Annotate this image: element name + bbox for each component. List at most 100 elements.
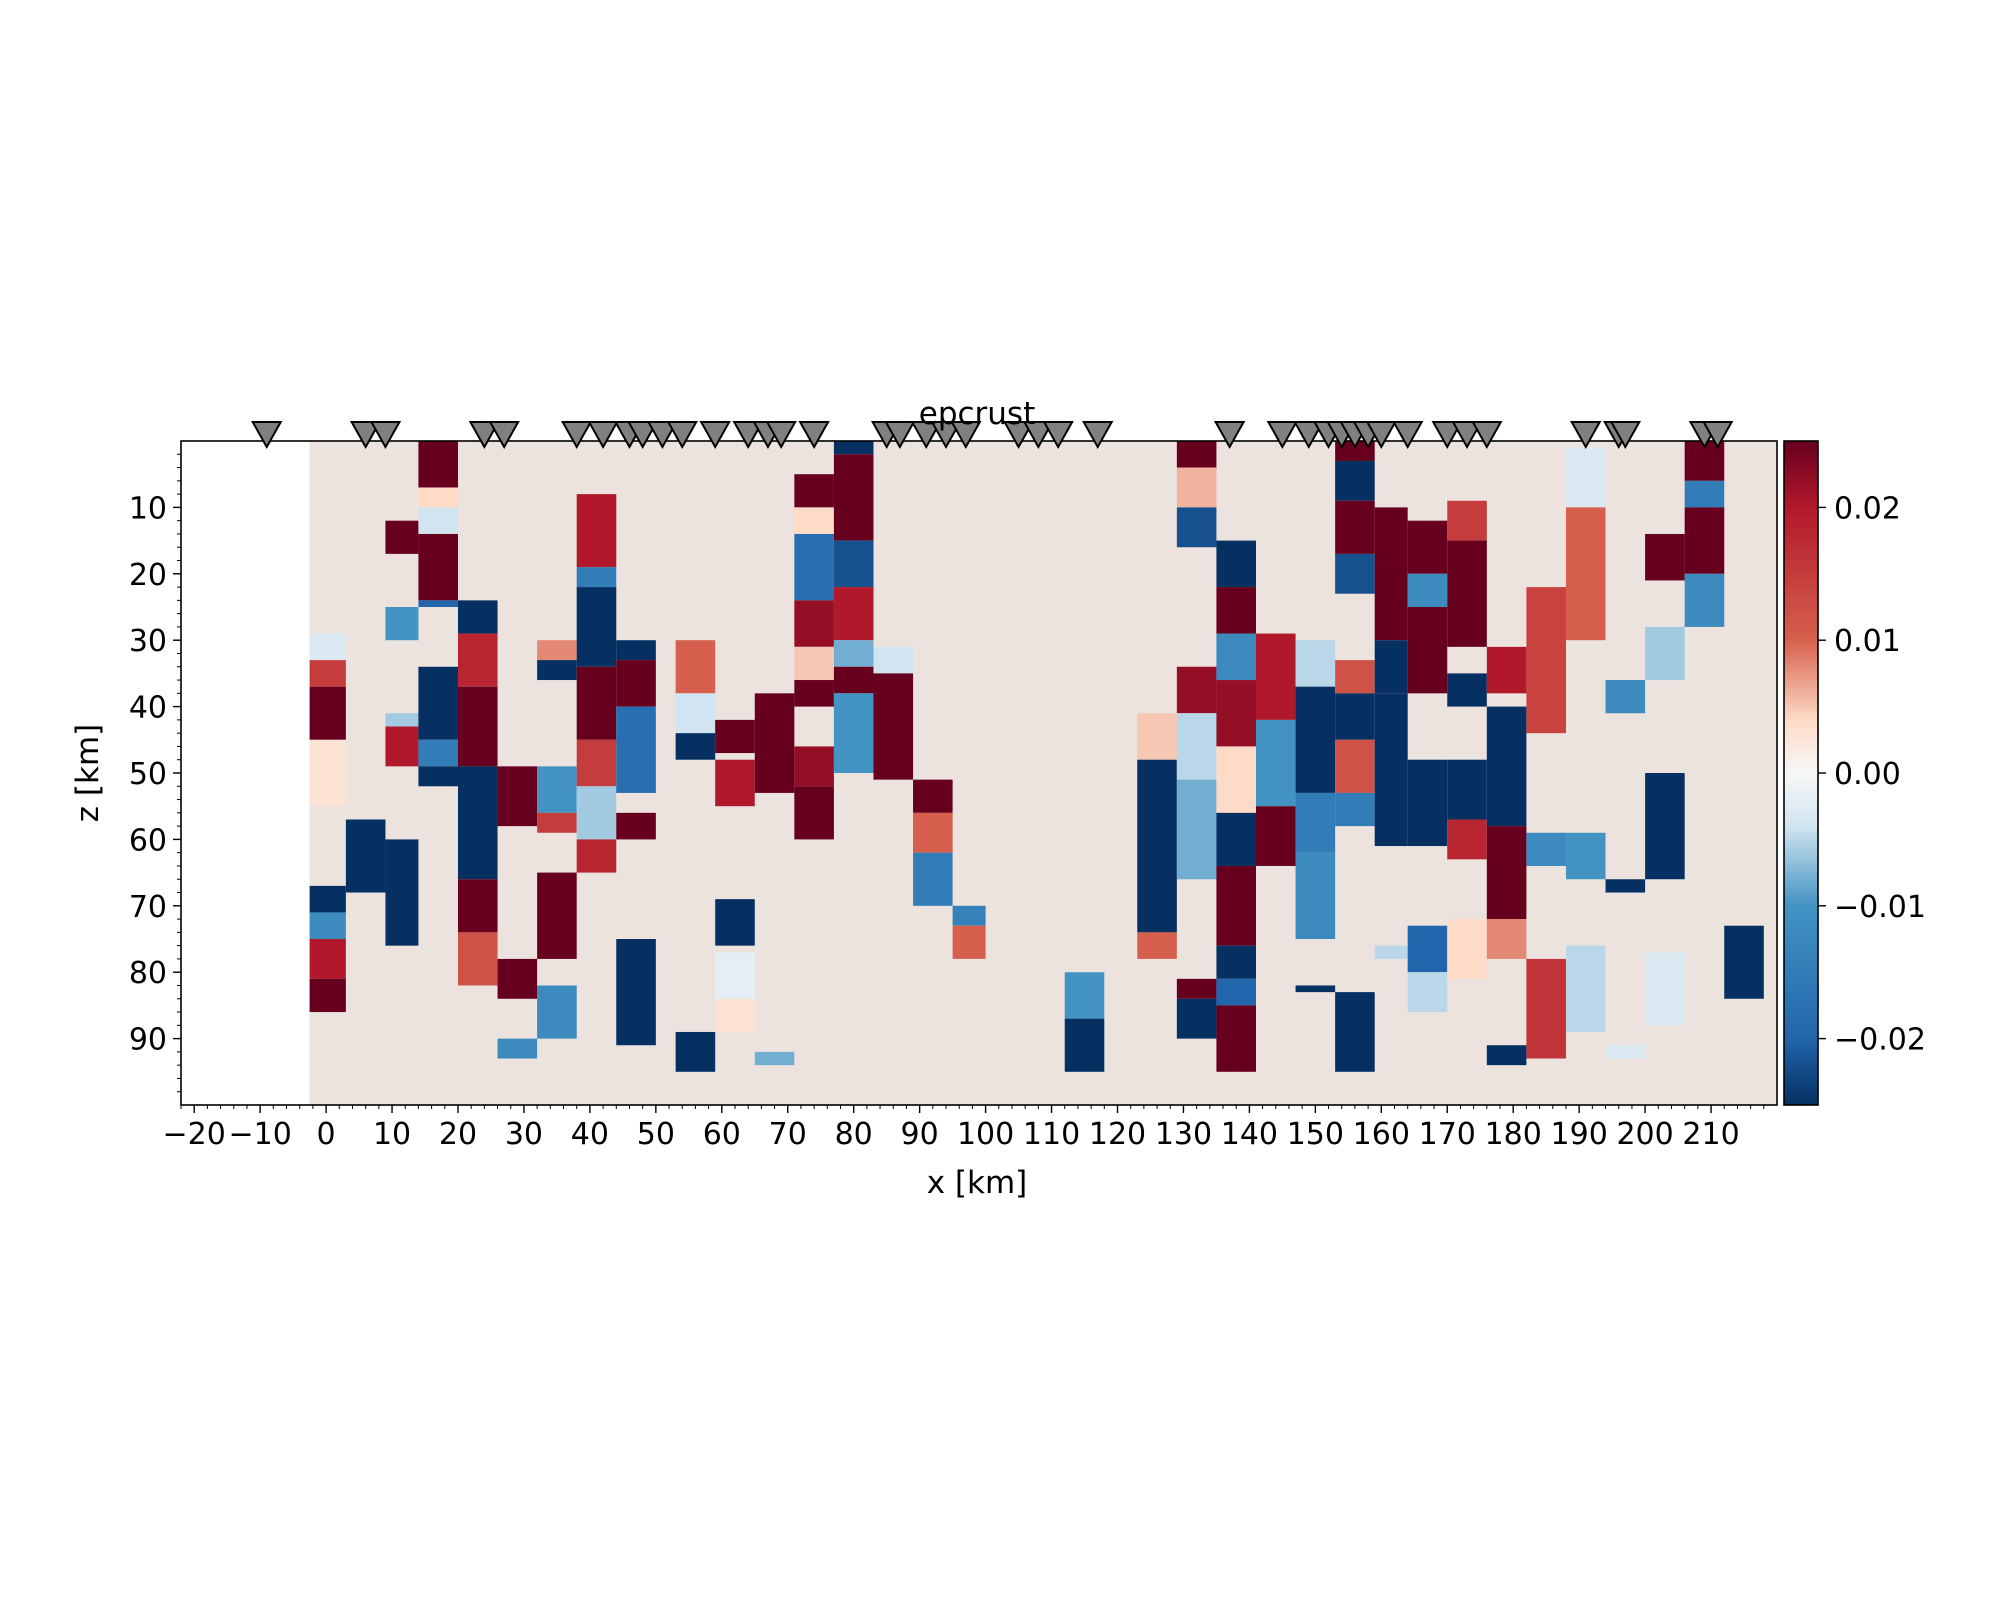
heatmap-cell — [537, 985, 577, 1039]
station-marker-icon — [910, 421, 942, 450]
heatmap-cell — [833, 454, 874, 541]
heatmap-cell — [1605, 1045, 1646, 1059]
heatmap-cell — [1447, 819, 1487, 860]
station-marker-icon — [626, 421, 659, 450]
heatmap-cell — [616, 706, 656, 793]
colorbar-tick-label: −0.01 — [1834, 890, 1926, 925]
station-marker-icon — [251, 421, 283, 450]
heatmap-cell — [1176, 978, 1217, 999]
heatmap-cell — [715, 759, 755, 807]
heatmap-cell — [1645, 626, 1685, 681]
station-marker-icon — [646, 421, 679, 450]
y-tick-label: 10 — [129, 491, 167, 526]
heatmap-cell — [715, 998, 755, 1032]
station-marker-icon — [1391, 421, 1424, 450]
x-tick-label: 180 — [1485, 1117, 1542, 1152]
heatmap-cell — [418, 487, 458, 508]
station-marker-icon — [765, 421, 797, 450]
heatmap-cell — [1486, 706, 1527, 827]
heatmap-cell — [1255, 719, 1296, 807]
station-marker-icon — [369, 421, 402, 450]
heatmap-cell — [1216, 680, 1256, 747]
x-tick-label: 160 — [1353, 1117, 1410, 1152]
heatmap-cell — [576, 839, 617, 873]
x-tick-label: 130 — [1155, 1117, 1212, 1152]
colorbar-ticks: 0.02 0.01 0.00 −0.01 −0.02 — [1818, 491, 1926, 1058]
station-marker-icon — [1431, 421, 1463, 450]
heatmap-cell — [754, 1051, 795, 1066]
heatmap-cell — [385, 839, 419, 946]
heatmap-cell — [457, 600, 498, 634]
heatmap-cell — [1176, 713, 1217, 780]
station-marker-icon — [488, 421, 520, 450]
heatmap-cell — [537, 872, 577, 959]
heatmap-cell — [1684, 573, 1725, 627]
heatmap-cell — [1447, 759, 1487, 820]
colorbar-tick-label: −0.02 — [1834, 1023, 1926, 1058]
x-axis-label: x [km] — [927, 1165, 1028, 1201]
heatmap-cell — [1216, 1005, 1256, 1072]
heatmap-cell — [794, 646, 834, 681]
heatmap-cell — [1645, 952, 1685, 1026]
heatmap-cell — [1374, 945, 1408, 959]
heatmap-cell — [1526, 587, 1566, 734]
heatmap-cell — [794, 786, 834, 840]
heatmap-cell — [1486, 919, 1527, 959]
heatmap-cell — [537, 660, 577, 681]
heatmap-cell — [309, 912, 346, 939]
x-tick-label: 110 — [1023, 1117, 1080, 1152]
heatmap-cell — [794, 600, 834, 647]
station-marker-icon — [1213, 421, 1246, 450]
station-marker-icon — [1609, 421, 1642, 450]
x-tick-label: 70 — [769, 1117, 807, 1152]
x-tick-label: −20 — [163, 1117, 226, 1152]
heatmap-cell — [952, 925, 986, 959]
heatmap-cell — [833, 693, 874, 773]
x-tick-label: 170 — [1419, 1117, 1476, 1152]
x-tick-label: 210 — [1682, 1117, 1739, 1152]
heatmap-cell — [1565, 832, 1606, 880]
heatmap-cell — [497, 766, 538, 827]
heatmap-cell — [385, 607, 419, 641]
y-axis-label: z [km] — [70, 724, 106, 822]
heatmap-cell — [1335, 992, 1375, 1072]
heatmap-cell — [1645, 533, 1685, 581]
station-marker-icon — [468, 421, 501, 450]
heatmap-cell — [576, 494, 617, 568]
x-tick-label: 120 — [1089, 1117, 1146, 1152]
heatmap-cell — [1335, 693, 1375, 740]
heatmap-cell — [794, 507, 834, 534]
heatmap-cell — [576, 666, 617, 740]
y-tick-label: 80 — [129, 956, 167, 991]
heatmap-cell — [1216, 633, 1256, 681]
heatmap-cell — [1407, 925, 1448, 973]
x-tick-label: 50 — [637, 1117, 675, 1152]
heatmap-cell — [1295, 640, 1336, 687]
heatmap-cell — [576, 587, 617, 667]
heatmap-cell — [576, 786, 617, 840]
heatmap-cell — [1486, 646, 1527, 694]
heatmap-cell — [1295, 792, 1336, 853]
heatmap-cell — [1216, 587, 1256, 634]
heatmap-cell — [1335, 500, 1375, 554]
x-tick-label: 100 — [957, 1117, 1014, 1152]
heatmap-cell — [309, 660, 346, 687]
heatmap-cell — [1216, 978, 1256, 1006]
station-marker-icon — [1022, 421, 1055, 450]
heatmap-cell — [457, 879, 498, 933]
heatmap-cell — [833, 587, 874, 641]
heatmap-cell — [1335, 660, 1375, 694]
heatmap-cell — [1216, 865, 1256, 946]
heatmap-cell — [576, 739, 617, 787]
heatmap-cell — [1526, 832, 1566, 866]
heatmap-cell — [418, 766, 458, 787]
heatmap-cell — [309, 939, 346, 979]
colorbar-tick-label: 0.02 — [1834, 491, 1901, 526]
heatmap-cell — [1374, 560, 1408, 641]
heatmap-cell — [1407, 573, 1448, 607]
heatmap-cell — [309, 686, 346, 740]
heatmap-cell — [952, 905, 986, 926]
station-marker-icon — [1293, 421, 1325, 450]
heatmap-cell — [913, 852, 953, 906]
station-marker-icon — [1082, 421, 1114, 450]
